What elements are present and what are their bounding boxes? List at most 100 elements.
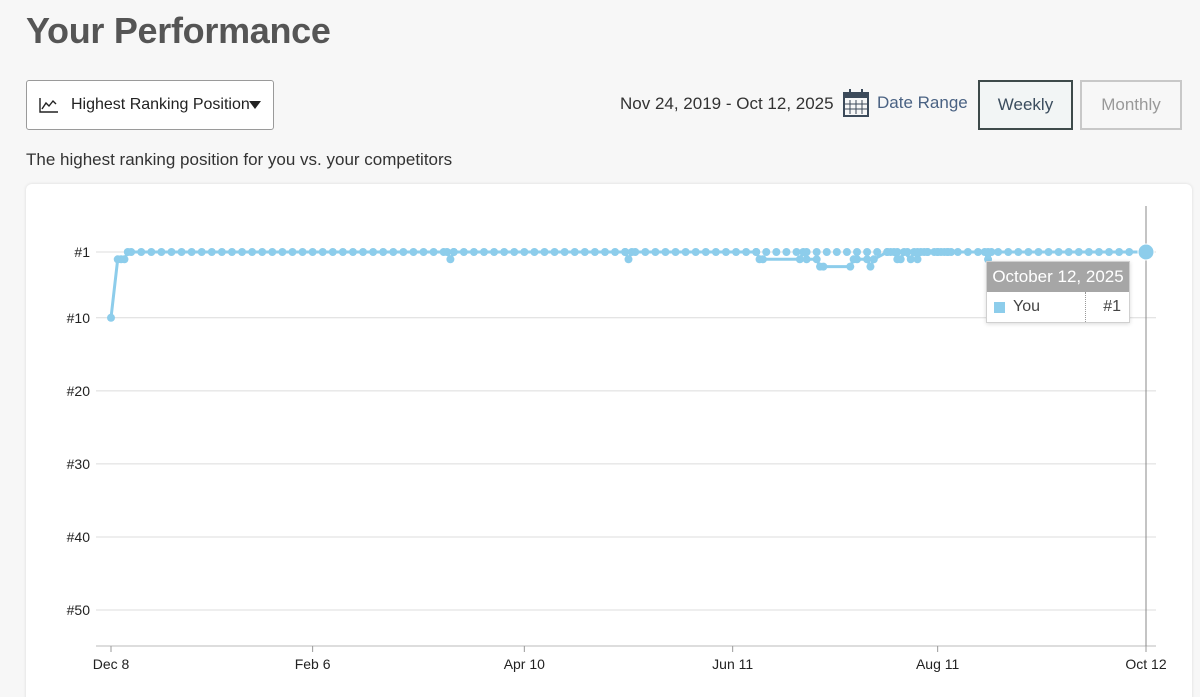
- x-tick-label: Apr 10: [504, 656, 545, 672]
- data-point: [1094, 248, 1103, 256]
- chart-card: #1 #10 #20 #30 #40 #50 Dec 8 Feb 6 Apr 10 Jun 11 A…: [26, 184, 1192, 697]
- data-point: [842, 248, 851, 256]
- data-point: [1115, 248, 1124, 256]
- data-point: [853, 248, 862, 256]
- y-tick-label: #50: [67, 602, 91, 618]
- data-point: [973, 248, 982, 256]
- x-tick-label: Jun 11: [712, 656, 753, 672]
- data-point: [611, 248, 620, 256]
- date-range-text: Nov 24, 2019 - Oct 12, 2025: [620, 94, 834, 113]
- data-point: [883, 248, 892, 256]
- data-point: [197, 248, 206, 256]
- data-point: [943, 248, 952, 256]
- data-point: [268, 248, 277, 256]
- chart-subtitle: The highest ranking position for you vs.…: [26, 150, 453, 169]
- data-point: [1105, 248, 1114, 256]
- tooltip-date: October 12, 2025: [987, 262, 1129, 292]
- data-point: [1044, 248, 1053, 256]
- data-point: [167, 248, 176, 256]
- data-point: [298, 248, 307, 256]
- data-point: [762, 248, 771, 256]
- data-point: [802, 255, 811, 264]
- data-point: [963, 248, 972, 256]
- data-point: [217, 248, 226, 256]
- data-point: [207, 248, 216, 256]
- data-point: [913, 255, 922, 264]
- data-point: [446, 255, 455, 264]
- data-point: [439, 248, 448, 256]
- chart-tooltip: October 12, 2025 You #1: [986, 261, 1130, 323]
- y-tick-label: #40: [67, 529, 91, 545]
- data-point: [127, 248, 136, 256]
- data-point: [1074, 248, 1083, 256]
- data-point: [288, 248, 297, 256]
- data-point: [1084, 248, 1093, 256]
- data-point: [338, 248, 347, 256]
- data-point: [782, 248, 791, 256]
- data-point: [490, 248, 499, 256]
- data-point: [873, 248, 882, 256]
- data-point: [278, 248, 287, 256]
- data-point: [812, 255, 821, 264]
- metric-dropdown[interactable]: Highest Ranking Position: [26, 80, 274, 130]
- data-point: [530, 248, 539, 256]
- data-point: [792, 248, 801, 256]
- data-point: [812, 248, 821, 256]
- data-point: [822, 248, 831, 256]
- data-point: [1024, 248, 1033, 256]
- data-point: [560, 248, 569, 256]
- data-point: [721, 248, 730, 256]
- line-chart-icon: [39, 98, 58, 113]
- data-point: [711, 248, 720, 256]
- data-point: [869, 255, 878, 264]
- chevron-down-icon: [249, 101, 261, 109]
- data-point: [570, 248, 579, 256]
- data-point: [238, 248, 247, 256]
- data-point: [631, 248, 640, 256]
- data-point: [1034, 248, 1043, 256]
- data-point: [227, 248, 236, 256]
- data-point: [742, 248, 751, 256]
- data-point: [832, 248, 841, 256]
- weekly-toggle[interactable]: Weekly: [978, 80, 1073, 130]
- data-point: [419, 248, 428, 256]
- data-point: [984, 248, 993, 256]
- data-point: [863, 248, 872, 256]
- highlighted-data-point: [1137, 243, 1155, 261]
- data-point: [590, 248, 599, 256]
- data-point: [621, 248, 630, 256]
- ranking-chart[interactable]: #1 #10 #20 #30 #40 #50 Dec 8 Feb 6 Apr 10 Jun 11 A…: [26, 184, 1192, 697]
- data-point: [953, 248, 962, 256]
- data-point: [846, 262, 855, 271]
- data-point: [107, 313, 115, 322]
- x-tick-label: Feb 6: [295, 656, 331, 672]
- data-point: [1125, 248, 1134, 256]
- data-point: [359, 248, 368, 256]
- data-point: [819, 262, 828, 271]
- data-point: [449, 248, 458, 256]
- data-point: [691, 248, 700, 256]
- metric-dropdown-label: Highest Ranking Position: [71, 96, 250, 113]
- data-point: [795, 255, 804, 264]
- data-point: [863, 255, 872, 264]
- data-point: [429, 248, 438, 256]
- data-point: [906, 255, 915, 264]
- data-point: [328, 248, 337, 256]
- data-point: [500, 248, 509, 256]
- data-point: [1014, 248, 1023, 256]
- date-range-button[interactable]: Date Range: [842, 88, 968, 118]
- data-point: [933, 248, 942, 256]
- data-point: [177, 248, 186, 256]
- x-tick-label: Dec 8: [93, 656, 130, 672]
- data-point: [758, 255, 767, 264]
- tooltip-row: You #1: [987, 292, 1129, 322]
- tooltip-value: #1: [1085, 292, 1129, 322]
- monthly-toggle[interactable]: Monthly: [1080, 80, 1182, 130]
- y-tick-label: #20: [67, 383, 91, 399]
- data-point: [923, 248, 932, 256]
- data-point: [866, 262, 875, 271]
- data-point: [469, 248, 478, 256]
- data-point: [893, 248, 902, 256]
- data-point: [903, 248, 912, 256]
- data-point: [157, 248, 166, 256]
